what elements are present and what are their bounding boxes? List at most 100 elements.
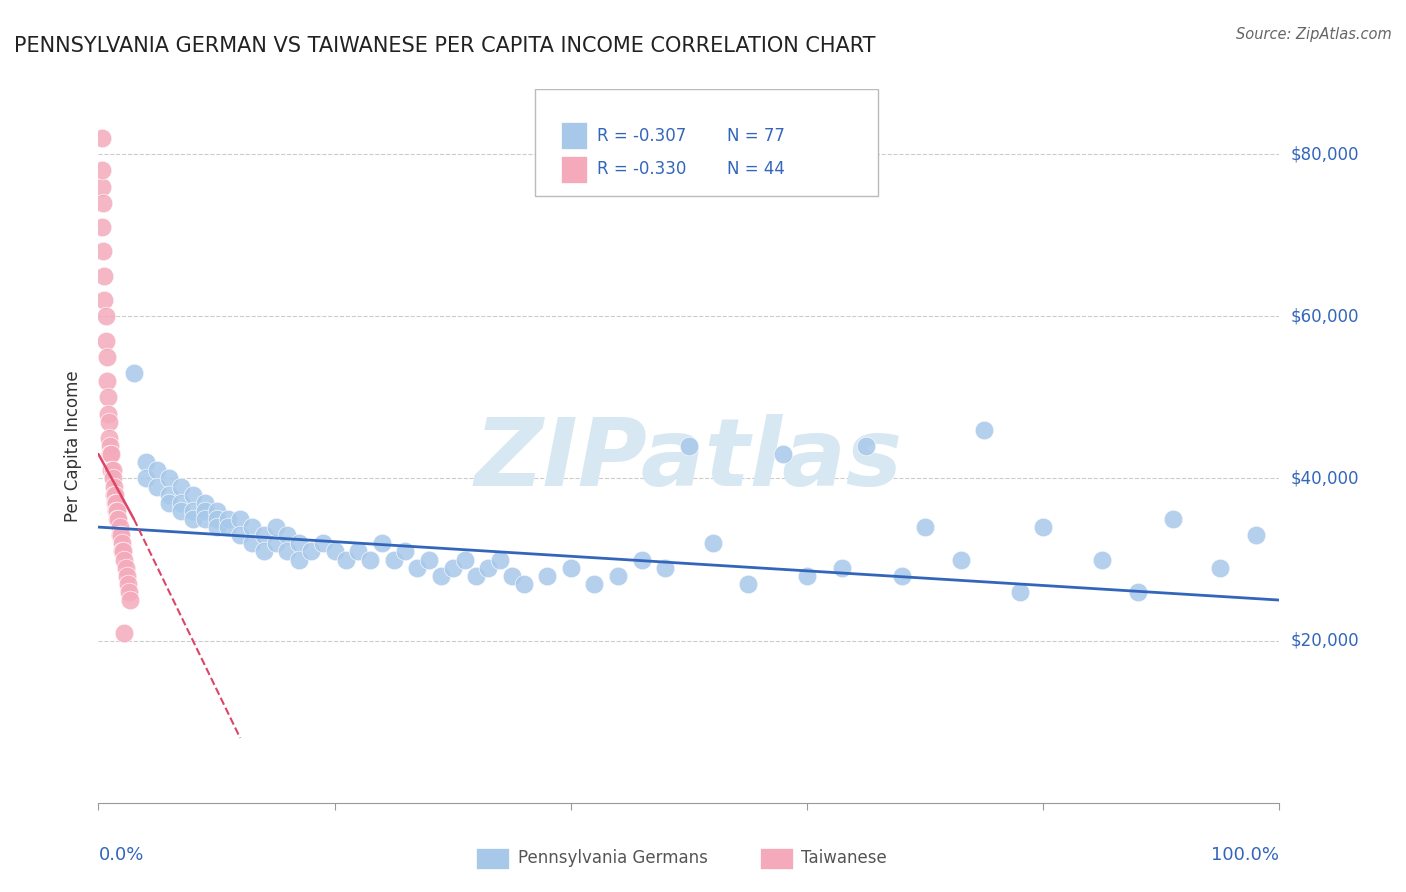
- Point: [181, 488, 204, 502]
- Point: [1032, 520, 1054, 534]
- Text: R = -0.330: R = -0.330: [596, 161, 686, 178]
- Point: [103, 488, 125, 502]
- Point: [276, 528, 298, 542]
- Y-axis label: Per Capita Income: Per Capita Income: [65, 370, 83, 522]
- Point: [560, 560, 582, 574]
- Text: $60,000: $60,000: [1291, 307, 1360, 326]
- Point: [98, 439, 121, 453]
- Point: [299, 544, 322, 558]
- Text: R = -0.307: R = -0.307: [596, 127, 686, 145]
- Point: [194, 496, 217, 510]
- Point: [94, 334, 117, 348]
- Point: [135, 455, 157, 469]
- Point: [1126, 585, 1149, 599]
- Point: [253, 544, 276, 558]
- Text: 100.0%: 100.0%: [1212, 846, 1279, 863]
- Point: [91, 131, 114, 145]
- Point: [288, 552, 311, 566]
- Point: [91, 179, 114, 194]
- Point: [205, 504, 228, 518]
- Point: [914, 520, 936, 534]
- Point: [107, 512, 129, 526]
- Point: [583, 577, 606, 591]
- Point: [264, 536, 287, 550]
- Point: [104, 488, 127, 502]
- Text: PENNSYLVANIA GERMAN VS TAIWANESE PER CAPITA INCOME CORRELATION CHART: PENNSYLVANIA GERMAN VS TAIWANESE PER CAP…: [14, 36, 876, 55]
- Point: [441, 560, 464, 574]
- Text: Pennsylvania Germans: Pennsylvania Germans: [517, 849, 707, 867]
- Point: [105, 504, 128, 518]
- Point: [607, 568, 630, 582]
- Point: [97, 390, 120, 404]
- Point: [110, 528, 132, 542]
- Point: [229, 512, 252, 526]
- Point: [170, 504, 193, 518]
- Point: [501, 568, 523, 582]
- Point: [949, 552, 972, 566]
- Bar: [759, 847, 793, 869]
- Point: [111, 544, 134, 558]
- Point: [264, 520, 287, 534]
- Point: [347, 544, 370, 558]
- Point: [96, 374, 118, 388]
- Point: [157, 471, 180, 485]
- Point: [115, 568, 138, 582]
- Point: [890, 568, 912, 582]
- Text: 0.0%: 0.0%: [98, 846, 143, 863]
- Point: [103, 479, 125, 493]
- Point: [973, 423, 995, 437]
- Bar: [561, 155, 588, 183]
- Text: $80,000: $80,000: [1291, 145, 1360, 163]
- Point: [737, 577, 759, 591]
- Point: [111, 536, 134, 550]
- Point: [170, 479, 193, 493]
- Point: [831, 560, 853, 574]
- Point: [112, 625, 135, 640]
- Point: [394, 544, 416, 558]
- Point: [91, 244, 114, 259]
- Point: [465, 568, 488, 582]
- Point: [135, 471, 157, 485]
- Point: [105, 504, 128, 518]
- FancyBboxPatch shape: [536, 89, 877, 196]
- Text: $40,000: $40,000: [1291, 469, 1360, 487]
- Point: [157, 496, 180, 510]
- Point: [205, 520, 228, 534]
- Text: $20,000: $20,000: [1291, 632, 1360, 649]
- Point: [1091, 552, 1114, 566]
- Bar: [477, 847, 509, 869]
- Point: [536, 568, 558, 582]
- Point: [453, 552, 475, 566]
- Point: [93, 268, 115, 283]
- Point: [654, 560, 676, 574]
- Point: [418, 552, 440, 566]
- Point: [100, 463, 122, 477]
- Point: [122, 366, 145, 380]
- Point: [101, 463, 124, 477]
- Point: [512, 577, 534, 591]
- Point: [104, 496, 127, 510]
- Point: [146, 479, 169, 493]
- Point: [382, 552, 405, 566]
- Bar: [561, 122, 588, 149]
- Point: [117, 577, 139, 591]
- Point: [98, 415, 121, 429]
- Point: [1008, 585, 1031, 599]
- Point: [406, 560, 429, 574]
- Point: [181, 512, 204, 526]
- Point: [170, 496, 193, 510]
- Point: [93, 293, 115, 307]
- Point: [702, 536, 724, 550]
- Point: [146, 463, 169, 477]
- Point: [94, 310, 117, 324]
- Text: Source: ZipAtlas.com: Source: ZipAtlas.com: [1236, 27, 1392, 42]
- Point: [489, 552, 512, 566]
- Point: [240, 536, 263, 550]
- Point: [1209, 560, 1232, 574]
- Point: [98, 431, 121, 445]
- Point: [91, 220, 114, 235]
- Point: [181, 504, 204, 518]
- Point: [288, 536, 311, 550]
- Point: [96, 350, 118, 364]
- Point: [1244, 528, 1267, 542]
